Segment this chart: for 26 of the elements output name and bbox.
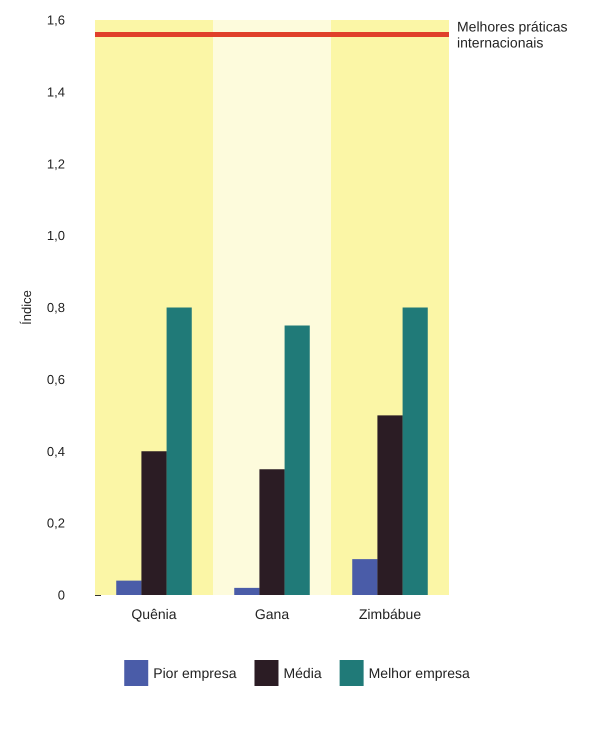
- bar: [352, 559, 378, 595]
- y-tick-label: 0: [58, 588, 65, 602]
- bar: [166, 308, 192, 595]
- ref-line-label: Melhores práticas internacionais: [457, 18, 572, 50]
- bar: [284, 325, 310, 595]
- x-tick-label: Quênia: [131, 606, 177, 622]
- y-tick-label: 0,8: [46, 300, 65, 315]
- bar: [234, 588, 260, 595]
- y-axis-title: Índice: [19, 290, 34, 325]
- y-tick-label: 1,2: [46, 156, 65, 172]
- y-tick-label: 1,0: [46, 228, 65, 244]
- x-tick-label: Gana: [254, 606, 290, 622]
- y-tick-label: 0,6: [46, 372, 65, 387]
- x-tick-label: Zimbábue: [358, 606, 422, 622]
- bar: [116, 580, 142, 595]
- y-tick-label: 1,6: [46, 12, 65, 28]
- legend-label: Melhor empresa: [368, 665, 470, 681]
- y-tick-label: 0,2: [46, 516, 65, 531]
- bar: [402, 308, 428, 595]
- bar: [141, 451, 167, 595]
- legend-label: Média: [283, 665, 322, 681]
- legend-label: Pior empresa: [153, 665, 237, 681]
- bar: [259, 469, 285, 595]
- bar: [377, 415, 403, 595]
- y-tick-label: 0,4: [46, 444, 65, 459]
- y-tick-label: 1,4: [46, 84, 65, 100]
